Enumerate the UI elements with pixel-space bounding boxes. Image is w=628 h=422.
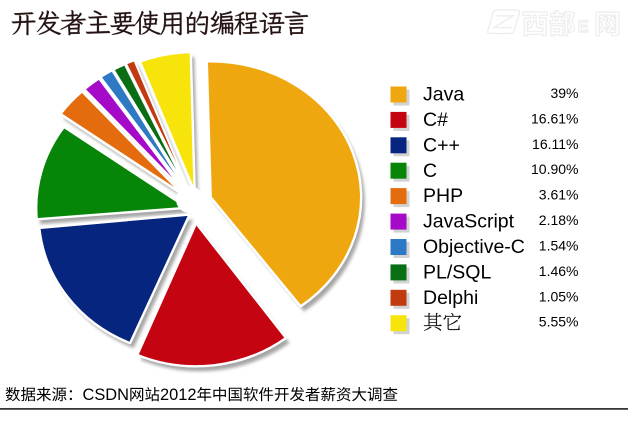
svg-text:1.46%: 1.46%	[539, 263, 579, 279]
svg-text:2012: 2012	[160, 386, 196, 404]
svg-text:1.05%: 1.05%	[539, 288, 579, 304]
svg-text:2.18%: 2.18%	[539, 212, 579, 228]
svg-text:39%: 39%	[550, 85, 578, 101]
svg-text:Objective-C: Objective-C	[423, 236, 525, 258]
svg-text:3.61%: 3.61%	[539, 187, 579, 203]
svg-text:1.54%: 1.54%	[539, 238, 579, 254]
svg-text:C++: C++	[423, 134, 460, 156]
svg-text:Java: Java	[423, 84, 464, 106]
svg-text:5.55%: 5.55%	[539, 314, 579, 330]
svg-text:PL/SQL: PL/SQL	[423, 262, 491, 284]
svg-text:16.61%: 16.61%	[531, 110, 578, 126]
svg-text:10.90%: 10.90%	[531, 161, 578, 177]
svg-text:CSDN: CSDN	[83, 386, 129, 404]
svg-text:JavaScript: JavaScript	[423, 211, 515, 233]
svg-text:16.11%: 16.11%	[532, 136, 578, 152]
svg-text:C: C	[423, 160, 437, 182]
svg-text:PHP: PHP	[423, 185, 463, 207]
svg-text:E: E	[578, 17, 589, 36]
svg-text:C#: C#	[423, 109, 448, 131]
svg-text:Delphi: Delphi	[423, 287, 478, 309]
